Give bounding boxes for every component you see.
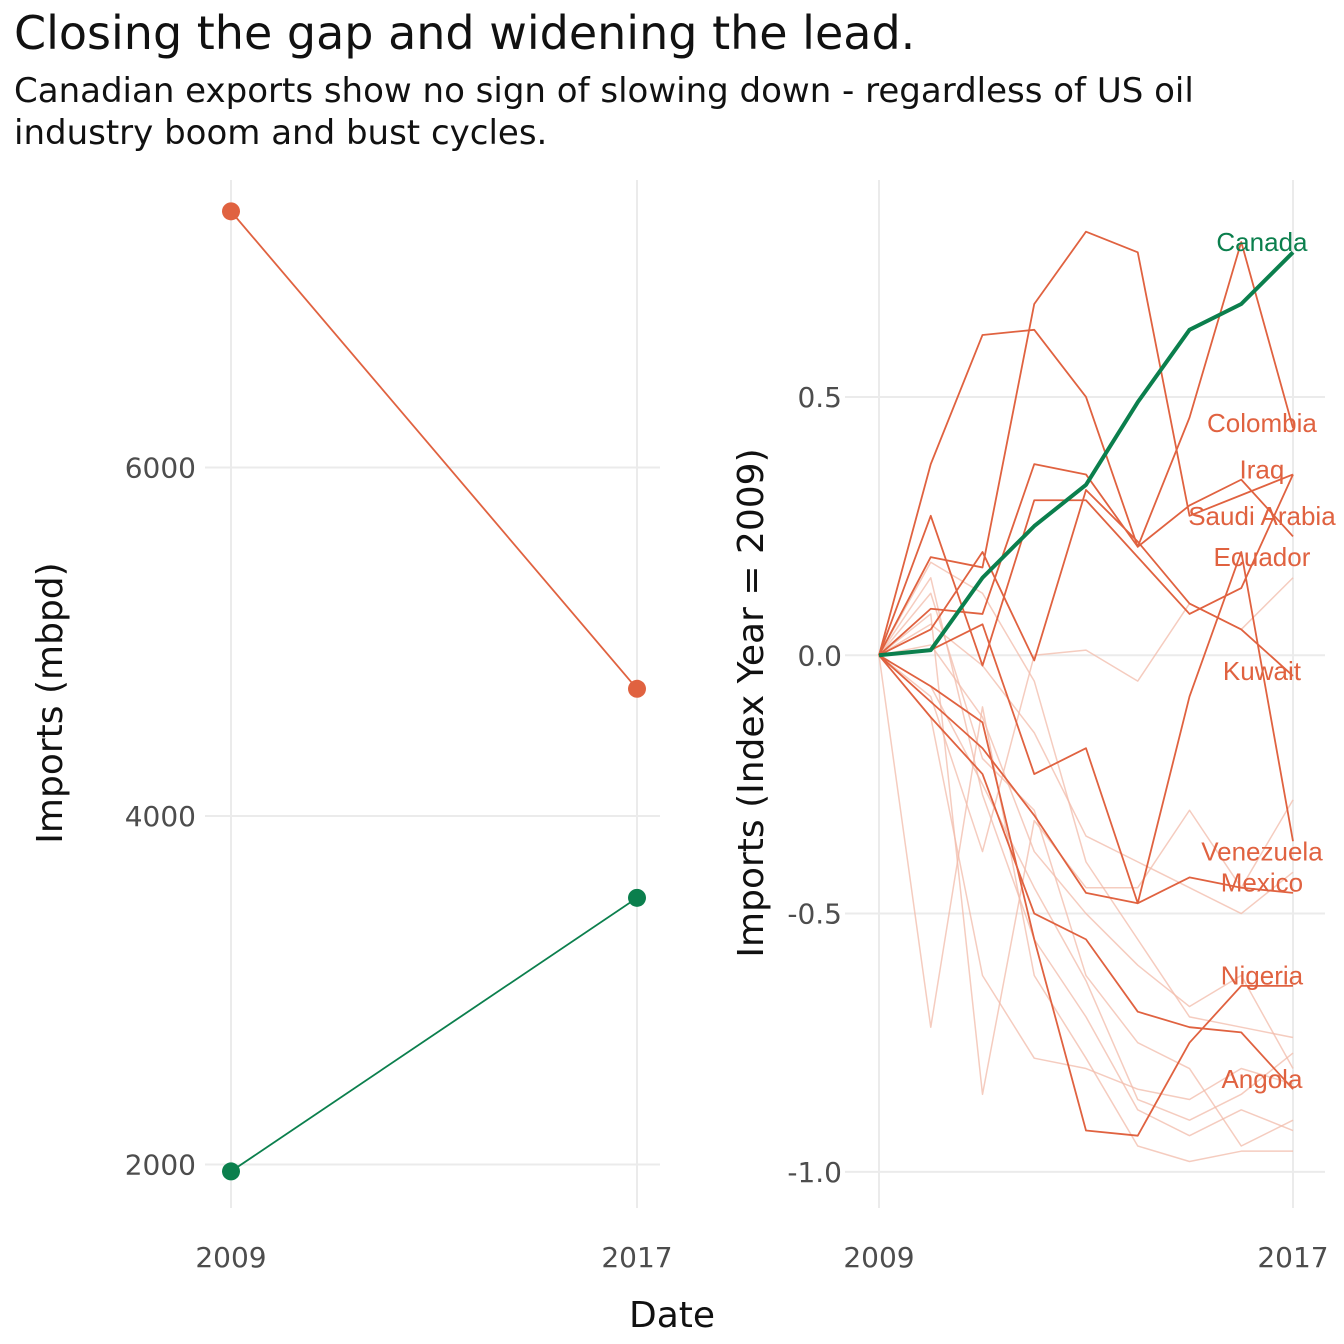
country-label-saudi-arabia: Saudi Arabia (1188, 501, 1336, 531)
left-x-tick-label: 2009 (195, 1241, 266, 1274)
x-axis-title: Date (629, 1295, 715, 1336)
left-x-tick-label: 2017 (601, 1241, 672, 1274)
text-layer: Imports (mbpd) Imports (Index Year = 200… (30, 227, 1336, 1336)
country-label-mexico: Mexico (1221, 868, 1303, 898)
faint-country-line (878, 623, 1294, 915)
chart-title: Closing the gap and widening the lead. (14, 6, 916, 60)
country-label-ecuador: Ecuador (1214, 542, 1311, 572)
left-series-line (230, 210, 638, 690)
faint-country-line (878, 644, 1294, 1069)
country-line-colombia (878, 241, 1294, 656)
faint-country-line (878, 654, 1294, 1101)
country-label-venezuela: Venezuela (1201, 837, 1323, 867)
right-x-tick-label: 2009 (843, 1241, 914, 1274)
faint-country-line (878, 561, 1294, 1039)
left-y-tick-label: 6000 (125, 451, 196, 484)
right-y-tick-label: -1.0 (787, 1156, 842, 1189)
country-label-angola: Angola (1221, 1064, 1302, 1094)
country-label-nigeria: Nigeria (1221, 961, 1304, 991)
right-y-tick-label: -0.5 (787, 898, 842, 931)
country-line-ecuador (878, 474, 1294, 667)
faint-country-line (878, 592, 1294, 1147)
right-y-tick-label: 0.0 (797, 639, 842, 672)
country-line-kuwait (878, 489, 1294, 677)
country-line-canada (878, 250, 1295, 658)
country-line-iraq (878, 230, 1294, 656)
left-y-axis-title: Imports (mbpd) (30, 562, 71, 843)
left-series-point (628, 679, 646, 698)
left-y-tick-label: 4000 (125, 800, 196, 833)
right-y-tick-label: 0.5 (797, 381, 842, 414)
left-series-line (230, 897, 638, 1173)
country-line-saudi-arabia (878, 463, 1294, 656)
country-line-angola (878, 551, 1294, 905)
right-x-tick-label: 2017 (1257, 1241, 1328, 1274)
right-y-axis-title: Imports (Index Year = 2009) (731, 448, 772, 957)
country-label-kuwait: Kuwait (1223, 656, 1302, 686)
grid-layer (205, 180, 1325, 1208)
country-line-venezuela (878, 654, 1294, 905)
country-label-colombia: Colombia (1207, 408, 1317, 438)
faint-country-line (878, 613, 1294, 1096)
left-series-point (628, 888, 646, 907)
country-label-canada: Canada (1216, 227, 1308, 257)
mark-layer (222, 202, 646, 1181)
chart-subtitle: Canadian exports show no sign of slowing… (14, 71, 1194, 153)
faint-country-line (878, 654, 1294, 1121)
left-series-point (222, 1162, 240, 1181)
line-layer (230, 210, 1295, 1173)
left-series-point (222, 202, 240, 221)
faint-country-line (878, 655, 1293, 1163)
left-y-tick-label: 2000 (125, 1148, 196, 1181)
country-line-nigeria (878, 654, 1293, 1137)
country-line-mexico (878, 654, 1294, 1090)
country-label-iraq: Iraq (1240, 454, 1285, 484)
